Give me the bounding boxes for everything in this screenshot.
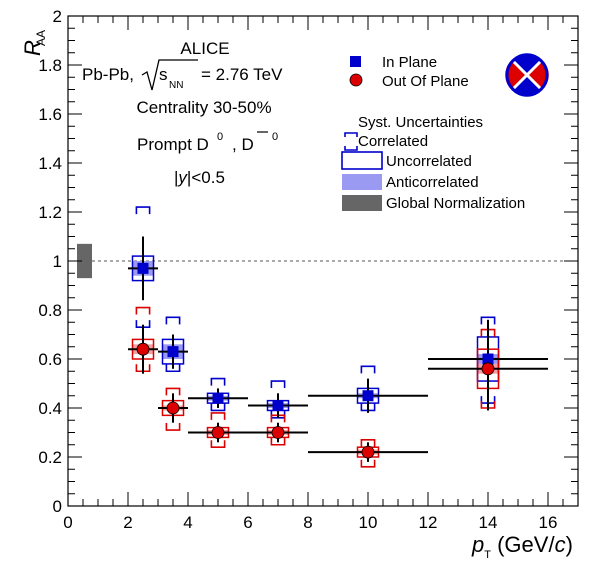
legend-global-label: Global Normalization [386,195,525,212]
svg-text:s: s [159,65,168,84]
svg-text:NN: NN [169,80,183,91]
legend-out-of-plane-label: Out Of Plane [382,73,469,90]
in-plane-point [362,390,374,402]
in-plane-point [212,392,224,404]
svg-text:= 2.76 TeV: = 2.76 TeV [201,65,283,84]
legend: In Plane Out Of Plane Syst. Uncertaintie… [341,53,549,212]
svg-text:0: 0 [272,131,278,143]
out-of-plane-point [481,362,495,376]
in-plane-correlated-bracket [210,377,226,412]
y-tick-label: 1.4 [38,154,62,173]
x-tick-label: 6 [243,513,252,532]
x-axis-title: pT (GeV/c) [471,532,573,561]
y-tick-label: 1.8 [38,56,62,75]
in-plane-point [482,353,494,365]
out-of-plane-point [211,426,225,439]
svg-text:, D: , D [232,135,254,154]
legend-anticorrelated-label: Anticorrelated [386,174,479,191]
x-tick-label: 2 [123,513,132,532]
centrality-label: Centrality 30-50% [136,98,271,117]
out-of-plane-point [271,426,285,439]
experiment-label: ALICE [180,39,229,58]
y-tick-label: 2 [53,7,62,26]
y-axis-title: R [20,40,45,56]
y-tick-label: 0 [53,497,62,516]
event-plane-icon [505,53,549,97]
in-plane-point [137,262,149,274]
svg-text:Pb-Pb,: Pb-Pb, [82,65,134,84]
legend-in-plane-marker [350,56,361,67]
out-of-plane-point [136,342,150,356]
in-plane-correlated-bracket [165,316,181,373]
legend-correlated-label: Correlated [358,133,428,150]
svg-text:|y|<0.5: |y|<0.5 [174,168,225,187]
y-tick-label: 1.2 [38,203,62,222]
out-of-plane-correlated-bracket [360,439,376,468]
x-tick-label: 8 [303,513,312,532]
y-tick-label: 0.6 [38,350,62,369]
global-normalization-box [77,243,92,279]
particle-label: Prompt D 0 , D 0 [137,131,278,154]
x-tick-label: 4 [183,513,192,532]
legend-uncorrelated-label: Uncorrelated [386,153,472,170]
y-tick-label: 1.6 [38,105,62,124]
in-plane-point [167,346,179,358]
legend-uncorrelated-symbol [341,151,383,170]
legend-correlated-symbol [344,132,358,151]
system-label: Pb-Pb, s NN = 2.76 TeV [82,59,283,91]
out-of-plane-correlated-bracket [165,387,181,431]
x-tick-label: 12 [419,513,438,532]
legend-in-plane-label: In Plane [382,54,437,71]
legend-syst-header: Syst. Uncertainties [358,114,483,131]
y-tick-label: 1 [53,252,62,271]
legend-global-symbol [342,195,382,211]
in-plane-point [272,400,284,412]
svg-text:Prompt D: Prompt D [137,135,209,154]
out-of-plane-point [166,401,180,415]
y-tick-label: 0.4 [38,399,62,418]
out-of-plane-point [361,445,375,459]
out-of-plane-correlated-bracket [210,412,226,448]
rapidity-label: |y|<0.5 [174,168,225,187]
y-tick-label: 0.8 [38,301,62,320]
x-tick-label: 0 [63,513,72,532]
legend-out-of-plane-marker [349,73,363,87]
x-tick-label: 16 [539,513,558,532]
x-tick-label: 14 [479,513,498,532]
y-tick-label: 0.2 [38,448,62,467]
svg-text:0: 0 [217,131,223,143]
legend-anticorrelated-symbol [342,174,382,190]
y-axis-title-sub: AA [34,30,48,46]
x-tick-label: 10 [359,513,378,532]
